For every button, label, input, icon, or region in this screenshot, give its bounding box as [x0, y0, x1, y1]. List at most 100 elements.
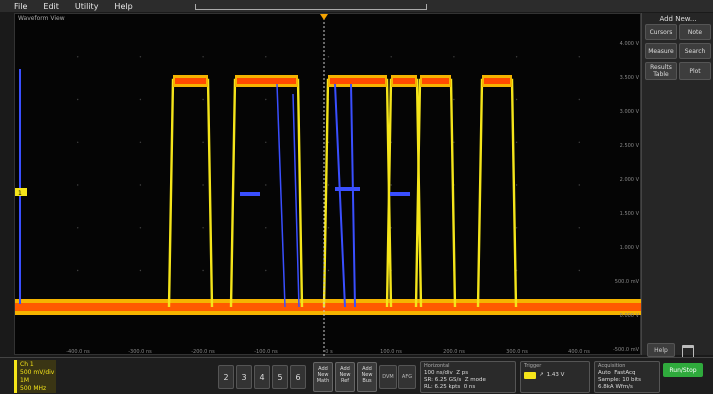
add-math-button[interactable]: Add New Math	[313, 362, 333, 392]
x-tick-label: 100.0 ns	[380, 349, 402, 355]
y-tick-label: 0.000 V	[620, 313, 640, 319]
channel-1-marker-label: 1	[18, 190, 22, 197]
pulse-top-inner	[484, 78, 510, 84]
graticule-dot	[265, 56, 267, 58]
graticule-dot	[77, 184, 79, 186]
menu-utility[interactable]: Utility	[74, 1, 99, 11]
graticule-dot	[202, 227, 204, 229]
add-bus-button[interactable]: Add New Bus	[357, 362, 377, 392]
graticule-dot	[515, 56, 518, 58]
ch-trace-blue	[334, 83, 356, 308]
pulse-top-inner	[175, 78, 206, 84]
cursors-button[interactable]: Cursors	[645, 24, 677, 40]
dvm-button[interactable]: DVM	[379, 365, 397, 389]
acquisition-fastacq: FastAcq	[614, 370, 636, 376]
channel-2-button[interactable]: 2	[218, 365, 234, 389]
y-tick-label: 3.500 V	[620, 75, 640, 81]
graticule-dot	[77, 227, 79, 229]
rising-edge-icon: ↗	[539, 372, 544, 378]
plot-button[interactable]: Plot	[679, 62, 711, 80]
add-bus-line1: Add	[362, 366, 372, 372]
pulse-top-inner	[393, 78, 415, 84]
graticule-dot	[390, 184, 392, 186]
graticule-dot	[453, 141, 455, 143]
horizontal-title: Horizontal	[424, 363, 450, 369]
ch-trace-blue	[276, 83, 300, 308]
graticule-dot	[202, 184, 204, 186]
graticule-dot	[578, 56, 580, 58]
graticule-dot	[390, 56, 392, 58]
pulse-edge	[476, 78, 518, 308]
menu-bar: File Edit Utility Help	[0, 0, 713, 12]
channel-3-button[interactable]: 3	[236, 365, 252, 389]
graticule-dot	[390, 227, 392, 229]
pulse-top-inner	[237, 78, 296, 84]
y-tick-label: 2.000 V	[620, 177, 640, 183]
x-tick-label: 300.0 ns	[506, 349, 528, 355]
graticule-dot	[139, 56, 142, 58]
afg-button[interactable]: AFG	[398, 365, 416, 389]
y-tick-label: 500.0 mV	[615, 279, 640, 285]
menu-help[interactable]: Help	[114, 1, 133, 11]
trigger-position-marker	[320, 14, 328, 20]
waveform-view[interactable]: 1 4.000 V 3.500 V 3.000 V 2.500 V 2.000 V 1.50…	[14, 13, 642, 356]
channel-4-button[interactable]: 4	[254, 365, 270, 389]
add-ref-line3: Ref	[340, 378, 350, 384]
add-bus-line2: New	[361, 372, 373, 378]
acquisition-sample: Sample: 10 bits	[598, 377, 642, 383]
graticule-dot	[327, 227, 330, 229]
x-tick-label: 200.0 ns	[443, 349, 465, 355]
graticule-dot	[202, 98, 204, 101]
graticule-dot	[515, 98, 518, 101]
acquisition-title: Acquisition	[598, 363, 626, 369]
graticule-dot	[265, 141, 267, 143]
trigger-source-badge	[524, 372, 536, 379]
add-ref-line2: New	[339, 372, 351, 378]
acquisition-rate: 6.8kA Wfm/s	[598, 384, 633, 390]
graticule-dot	[265, 227, 267, 229]
timebase-position-bar[interactable]	[195, 4, 427, 10]
graticule-dot	[578, 184, 580, 186]
menu-edit[interactable]: Edit	[43, 1, 59, 11]
channel-5-button[interactable]: 5	[272, 365, 288, 389]
graticule-dot	[578, 269, 580, 272]
graticule-dot	[578, 98, 580, 101]
add-new-title: Add New...	[659, 15, 697, 23]
channel-1-badge[interactable]: Ch 1 500 mV/div 1M 500 MHz	[14, 360, 56, 393]
horizontal-delay: 0 ns	[463, 384, 476, 390]
horizontal-scale: 100 ns/div	[424, 370, 453, 376]
graticule-dot	[327, 56, 330, 58]
graticule-dot	[202, 56, 204, 58]
acquisition-settings[interactable]: Acquisition Auto FastAcq Sample: 10 bits…	[594, 361, 660, 393]
channel-1-bandwidth: 500 MHz	[20, 385, 47, 392]
x-tick-label: 0 s	[325, 349, 333, 355]
x-tick-label: 400.0 ns	[568, 349, 590, 355]
horizontal-record-length: RL: 6.25 kpts	[424, 384, 461, 390]
graticule-dot	[265, 98, 267, 101]
help-button[interactable]: Help	[647, 343, 675, 357]
graticule-dot	[515, 141, 518, 143]
note-button[interactable]: Note	[679, 24, 711, 40]
graticule-dot	[515, 227, 518, 229]
y-tick-label: 3.000 V	[620, 109, 640, 115]
channel-6-button[interactable]: 6	[290, 365, 306, 389]
x-tick-label: -400.0 ns	[66, 349, 90, 355]
horizontal-mode: Z mode	[464, 377, 486, 383]
graticule-dot	[139, 227, 142, 229]
x-tick-label: -300.0 ns	[128, 349, 152, 355]
run-stop-button[interactable]: Run/Stop	[663, 363, 703, 377]
measure-button[interactable]: Measure	[645, 43, 677, 59]
trigger-settings[interactable]: Trigger ↗ 1.43 V	[520, 361, 590, 393]
graticule-dot	[77, 141, 79, 143]
horizontal-settings[interactable]: Horizontal 100 ns/div Z ps SR: 6.25 GS/s…	[420, 361, 516, 393]
results-table-button[interactable]: Results Table	[645, 62, 677, 80]
y-tick-label: 4.000 V	[620, 41, 640, 47]
search-button[interactable]: Search	[679, 43, 711, 59]
y-tick-label: 2.500 V	[620, 143, 640, 149]
graticule-dot	[453, 56, 455, 58]
menu-file[interactable]: File	[14, 1, 28, 11]
y-tick-label: -500.0 mV	[613, 347, 640, 353]
waveform-canvas: 1 4.000 V 3.500 V 3.000 V 2.500 V 2.000 V 1.50…	[15, 14, 642, 356]
add-ref-button[interactable]: Add New Ref	[335, 362, 355, 392]
pulse-top-inner	[422, 78, 449, 84]
